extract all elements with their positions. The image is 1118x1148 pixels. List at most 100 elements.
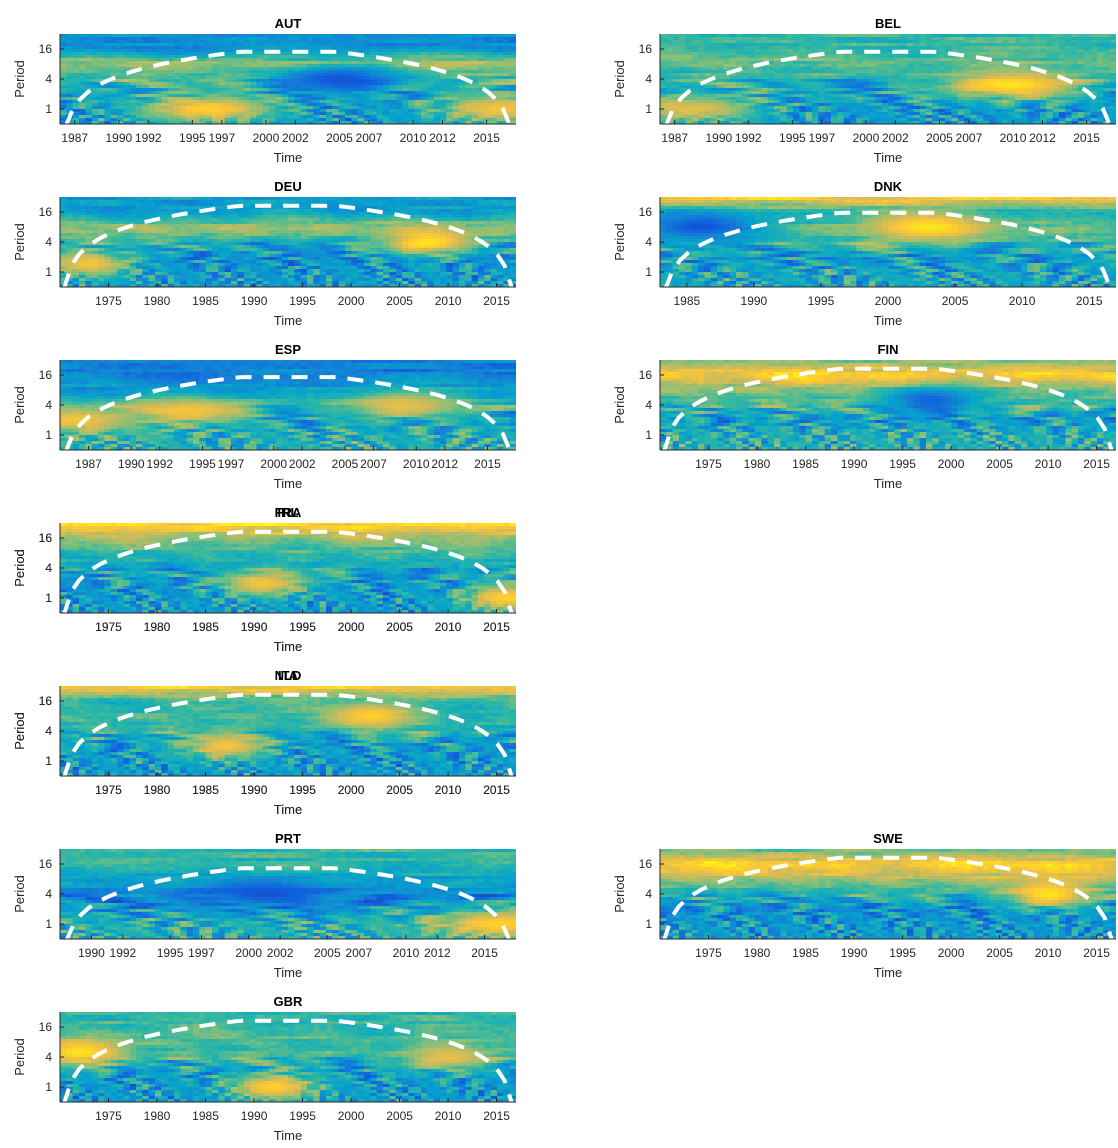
heatmap-cell [300, 79, 308, 83]
heatmap-cell [679, 58, 686, 62]
heatmap-cell [98, 112, 105, 116]
heatmap-cell [843, 40, 851, 44]
heatmap-cell [976, 112, 984, 116]
heatmap-cell [433, 118, 441, 122]
heatmap-cell [497, 58, 504, 62]
heatmap-cell [338, 79, 346, 83]
heatmap-cell [736, 43, 743, 47]
heatmap-cell [136, 203, 143, 207]
heatmap-cell [212, 100, 219, 104]
heatmap-cell [1065, 103, 1073, 107]
heatmap-cell [60, 61, 67, 65]
heatmap-cell [85, 121, 93, 124]
heatmap-cell [300, 100, 308, 104]
heatmap-cell [161, 212, 169, 216]
heatmap-cell [1002, 112, 1009, 116]
heatmap-cell [793, 70, 800, 74]
heatmap-cell [389, 97, 397, 101]
heatmap-cell [1033, 40, 1041, 44]
heatmap-cell [357, 85, 365, 89]
heatmap-cell [66, 79, 74, 83]
heatmap-cell [205, 64, 213, 68]
heatmap-cell [364, 103, 371, 107]
heatmap-cell [155, 55, 162, 59]
y-tick-label: 1 [645, 102, 652, 116]
heatmap-cell [294, 58, 302, 62]
heatmap-cell [446, 40, 454, 44]
heatmap-cell [748, 109, 756, 113]
heatmap-cell [951, 67, 959, 71]
heatmap-cell [452, 76, 460, 80]
heatmap-cell [957, 115, 965, 119]
heatmap-cell [1052, 112, 1060, 116]
heatmap-cell [1090, 88, 1098, 92]
heatmap-cell [148, 67, 156, 71]
heatmap-cell [875, 64, 883, 68]
heatmap-cell [717, 121, 724, 124]
heatmap-cell [104, 49, 112, 53]
heatmap-cell [224, 209, 232, 213]
heatmap-cell [894, 100, 902, 104]
heatmap-cell [1103, 61, 1111, 65]
heatmap-cell [824, 91, 832, 95]
heatmap-cell [66, 49, 74, 53]
heatmap-cell [717, 70, 724, 74]
heatmap-cell [660, 94, 667, 98]
heatmap-cell [262, 67, 270, 71]
heatmap-cell [395, 82, 403, 86]
heatmap-cell [736, 97, 743, 101]
heatmap-cell [167, 70, 175, 74]
heatmap-cell [91, 79, 99, 83]
heatmap-cell [117, 100, 124, 104]
heatmap-cell [900, 61, 908, 65]
heatmap-cell [110, 64, 118, 68]
heatmap-cell [79, 109, 86, 113]
heatmap-cell [243, 37, 251, 41]
heatmap-cell [224, 112, 232, 116]
heatmap-cell [1090, 43, 1098, 47]
heatmap-cell [357, 82, 365, 86]
heatmap-cell [1109, 100, 1116, 104]
heatmap-cell [919, 70, 927, 74]
heatmap-cell [983, 67, 990, 71]
heatmap-cell [98, 55, 105, 59]
heatmap-cell [174, 61, 181, 65]
heatmap-cell [660, 40, 667, 44]
heatmap-cell [199, 94, 207, 98]
heatmap-cell [313, 43, 321, 47]
heatmap-cell [672, 94, 680, 98]
heatmap-cell [370, 215, 378, 219]
heatmap-cell [503, 49, 511, 53]
heatmap-cell [1046, 109, 1054, 113]
heatmap-cell [256, 67, 264, 71]
heatmap-cell [123, 46, 131, 50]
heatmap-cell [989, 103, 997, 107]
heatmap-cell [938, 34, 946, 38]
heatmap-cell [894, 91, 902, 95]
heatmap-cell [698, 97, 705, 101]
heatmap-cell [970, 37, 978, 41]
heatmap-cell [761, 112, 769, 116]
heatmap-cell [446, 203, 454, 207]
heatmap-cell [894, 52, 902, 56]
heatmap-cell [951, 115, 959, 119]
heatmap-cell [723, 121, 731, 124]
heatmap-cell [110, 43, 118, 47]
heatmap-cell [167, 73, 175, 77]
heatmap-cell [881, 40, 889, 44]
heatmap-cell [478, 94, 485, 98]
heatmap-cell [774, 61, 781, 65]
heatmap-cell [389, 67, 397, 71]
heatmap-cell [995, 37, 1003, 41]
heatmap-cell [1109, 67, 1116, 71]
heatmap-cell [446, 43, 454, 47]
heatmap-cell [983, 43, 990, 47]
heatmap-cell [180, 209, 188, 213]
heatmap-cell [294, 109, 302, 113]
heatmap-cell [224, 67, 232, 71]
heatmap-cell [679, 37, 686, 41]
heatmap-cell [205, 40, 213, 44]
heatmap-cell [250, 67, 257, 71]
heatmap-cell [856, 58, 864, 62]
heatmap-cell [155, 97, 162, 101]
